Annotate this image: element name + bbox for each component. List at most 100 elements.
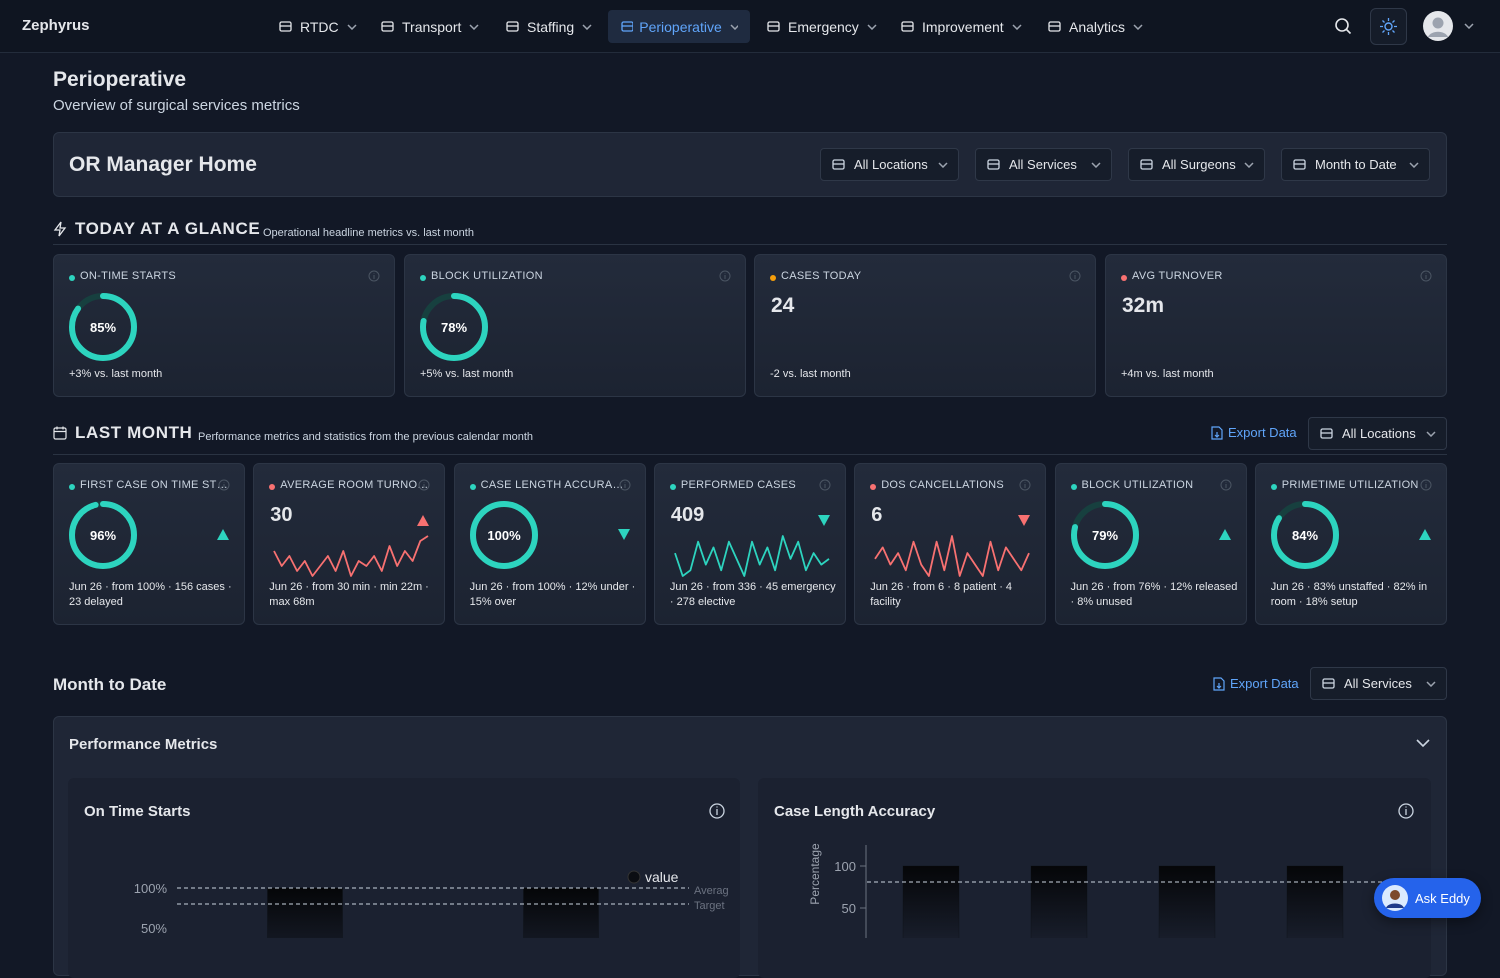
- nav-item[interactable]: RTDC: [278, 10, 357, 43]
- sparkline-path: [874, 535, 1031, 577]
- filter-button[interactable]: All Services: [1310, 667, 1447, 700]
- legend-swatch: [627, 870, 641, 884]
- chevron: [1426, 680, 1436, 687]
- card-label: ON-TIME STARTS: [80, 270, 177, 282]
- filter-icon: [1320, 428, 1333, 439]
- gauge-label: 85%: [90, 320, 116, 335]
- calendar-icon: [53, 426, 67, 440]
- filter-icon: [832, 159, 845, 170]
- info-icon: [619, 479, 631, 491]
- filter-button[interactable]: All Locations: [820, 148, 959, 181]
- y-axis-label: Percentage: [808, 843, 822, 905]
- filter-label: All Services: [1009, 157, 1077, 172]
- chevron: [1244, 161, 1254, 168]
- metric-note: +5% vs. last month: [420, 368, 514, 380]
- assistant-button[interactable]: Ask Eddy: [1374, 878, 1481, 918]
- y-tick-label: 100: [834, 859, 856, 874]
- export-icon: [1213, 676, 1225, 691]
- section-title: LAST MONTH: [75, 423, 193, 442]
- nav-label: Staffing: [527, 18, 575, 35]
- nav-icon: [1048, 20, 1061, 32]
- filter-icon: [1293, 159, 1306, 170]
- gauge-label: 78%: [441, 320, 467, 335]
- export-label: Export Data: [1230, 676, 1299, 691]
- filter-label: Month to Date: [1315, 157, 1397, 172]
- trend-up: [1218, 529, 1231, 540]
- filter-button[interactable]: Month to Date: [1281, 148, 1430, 181]
- bar: [267, 887, 343, 938]
- status-dot: [770, 275, 776, 281]
- metric-card: AVERAGE ROOM TURNO… 30 Jun 26 · from 30 mi…: [253, 463, 446, 625]
- metric-card: CASE LENGTH ACCURA… 100% Jun 26 · from 100…: [453, 463, 646, 625]
- info-icon: [1420, 479, 1432, 491]
- nav-item[interactable]: Transport: [380, 10, 479, 43]
- filter-label: All Locations: [1342, 426, 1416, 441]
- card-label: PERFORMED CASES: [680, 479, 797, 491]
- export-icon: [1211, 425, 1223, 440]
- status-dot: [669, 484, 676, 490]
- section-title: TODAY AT A GLANCE: [75, 219, 261, 238]
- theme-toggle[interactable]: [1370, 8, 1407, 45]
- status-dot: [469, 484, 476, 490]
- filter-button[interactable]: All Services: [975, 148, 1112, 181]
- section-subtitle: Operational headline metrics vs. last mo…: [263, 227, 474, 239]
- chevron: [867, 23, 877, 30]
- chart-title: Case Length Accuracy: [774, 803, 936, 820]
- gauge: 84%: [1270, 501, 1339, 569]
- chart-title: On Time Starts: [84, 803, 190, 820]
- bolt-icon: [53, 221, 67, 237]
- chevron: [469, 23, 479, 30]
- trend-up: [217, 529, 229, 540]
- gauge-arc: [469, 501, 538, 569]
- metric-card: BLOCK UTILIZATION 79% Jun 26 · from 76% · …: [1054, 463, 1247, 625]
- gauge-arc: [69, 501, 137, 569]
- info-icon: [709, 803, 725, 819]
- gauge-arc: [69, 293, 137, 361]
- card-label: CASE LENGTH ACCURA…: [480, 479, 624, 491]
- sparkline-path: [674, 535, 830, 577]
- page-body: Zephyrus Perioperative Overview of surgi…: [0, 8, 1500, 976]
- status-dot: [1070, 484, 1077, 490]
- chart-layer: On Time Starts 100% 50% Averag Target value Ca…: [84, 803, 1420, 938]
- nav-item[interactable]: Improvement: [900, 10, 1022, 43]
- card-label: BLOCK UTILIZATION: [1081, 479, 1194, 491]
- chevron: [1426, 430, 1436, 437]
- gauge: 85%: [69, 293, 137, 361]
- metric-note: Jun 26 · from 336 · 45 emergency · 278 e…: [669, 581, 836, 608]
- gauge: 78%: [420, 293, 488, 361]
- collapse-icon[interactable]: [1416, 739, 1430, 748]
- trend-up: [417, 515, 430, 526]
- nav-item[interactable]: Emergency: [766, 10, 877, 43]
- nav-item[interactable]: Staffing: [505, 10, 592, 43]
- export-button[interactable]: Export Data: [1213, 676, 1299, 691]
- bar: [1030, 865, 1088, 938]
- metric-card: PERFORMED CASES 409 Jun 26 · from 336 · 45…: [653, 463, 846, 625]
- chevron: [1409, 161, 1419, 168]
- sparkline-path: [273, 535, 429, 577]
- nav-item[interactable]: Perioperative: [608, 10, 750, 43]
- assistant-label: Ask Eddy: [1415, 890, 1470, 906]
- nav-item[interactable]: Analytics: [1047, 10, 1143, 43]
- filter-label: All Locations: [854, 157, 928, 172]
- info-icon: [1420, 270, 1432, 282]
- metric-value: 24: [771, 294, 795, 317]
- nav-icon: [279, 20, 292, 32]
- section-title: Month to Date: [53, 675, 167, 694]
- gauge: 96%: [69, 501, 137, 569]
- export-button[interactable]: Export Data: [1211, 425, 1297, 440]
- status-dot: [870, 484, 877, 490]
- filter-icon: [1140, 159, 1153, 170]
- metric-value: 32m: [1122, 294, 1165, 317]
- info-icon: [1069, 270, 1081, 282]
- nav-label: Perioperative: [639, 18, 722, 35]
- filter-button[interactable]: All Surgeons: [1128, 148, 1265, 181]
- page-title: Perioperative: [53, 68, 187, 91]
- metric-card: AVG TURNOVER 32m +4m vs. last month: [1105, 254, 1447, 397]
- gauge: 79%: [1070, 501, 1139, 569]
- or-manager-panel: OR Manager Home: [53, 132, 1447, 197]
- chevron: [1464, 23, 1474, 29]
- divider: [53, 454, 1447, 455]
- filter-button[interactable]: All Locations: [1308, 417, 1447, 450]
- info-icon: [1398, 803, 1414, 819]
- chevron: [1012, 23, 1022, 30]
